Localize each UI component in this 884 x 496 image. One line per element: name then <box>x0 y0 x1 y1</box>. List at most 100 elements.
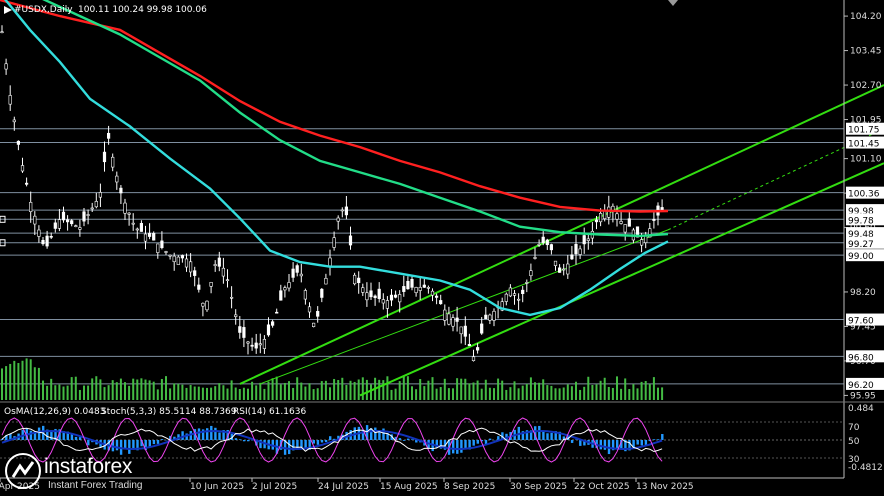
osma-bar <box>521 431 525 440</box>
volume-bar <box>341 377 344 400</box>
volume-bar <box>218 383 221 400</box>
volume-bar <box>50 378 53 400</box>
y-tick-label: 98.20 <box>850 288 876 298</box>
osma-bar <box>214 427 217 440</box>
volume-bar <box>550 385 553 400</box>
candle-body <box>139 223 144 232</box>
volume-bar <box>517 388 520 400</box>
candle-body <box>205 300 209 311</box>
candle-body <box>262 339 267 349</box>
candle-body <box>447 313 451 325</box>
volume-bar <box>234 387 237 400</box>
osma-bar <box>1 439 4 440</box>
volume-bar <box>640 381 643 400</box>
x-tick-label: 30 Sep 2025 <box>510 482 567 492</box>
indicator-scale-label: 50 <box>848 437 860 447</box>
osma-label: OsMA(12,26,9) 0.0483 <box>4 407 105 417</box>
candle-body <box>90 207 94 210</box>
volume-bar <box>87 385 90 400</box>
volume-bar <box>464 378 467 400</box>
indicator-scale-label: 70 <box>848 423 860 433</box>
osma-bar <box>566 435 570 440</box>
candle-body <box>299 273 303 277</box>
level-marker-icon <box>0 239 6 247</box>
osma-bar <box>333 438 336 440</box>
volume-bar <box>255 385 258 400</box>
volume-bar <box>521 385 524 400</box>
osma-bar <box>640 440 643 446</box>
candle-body <box>217 257 221 267</box>
osma-bar <box>550 432 553 440</box>
candle-body <box>562 268 566 271</box>
osma-bar <box>128 440 131 454</box>
volume-bar <box>365 379 368 400</box>
candle-body <box>230 296 234 299</box>
candle-body <box>168 254 172 257</box>
volume-bar <box>538 382 541 400</box>
candle-body <box>152 233 156 241</box>
osma-bar <box>87 440 90 446</box>
osma-bar <box>464 440 467 449</box>
volume-bar <box>370 384 372 400</box>
volume-bar <box>329 387 331 400</box>
volume-bar <box>226 388 229 400</box>
level-box-label: 101.45 <box>848 140 880 150</box>
osma-bar <box>288 440 291 455</box>
symbol-label: #USDX,Daily <box>14 5 73 15</box>
volume-bar <box>443 378 446 400</box>
osma-bar <box>378 432 381 440</box>
candle-body <box>430 290 435 296</box>
volume-bar <box>488 387 491 400</box>
candle-body <box>189 261 193 273</box>
moving-average-line <box>0 0 669 213</box>
level-box <box>846 204 884 217</box>
candle-body <box>254 342 258 349</box>
level-box <box>846 377 884 390</box>
candle-body <box>74 225 78 227</box>
candle-body <box>500 301 504 311</box>
level-box-label: 99.00 <box>848 252 874 262</box>
osma-bar <box>66 431 69 440</box>
volume-bar <box>661 387 664 400</box>
osma-bar <box>562 436 566 440</box>
candle-body <box>439 300 443 305</box>
candle-body <box>78 227 82 230</box>
candle-body <box>393 294 398 298</box>
candle-body <box>623 224 627 233</box>
volume-bar <box>419 378 422 400</box>
candle-body <box>619 221 623 224</box>
volume-bar <box>529 377 532 400</box>
osma-bar <box>599 440 602 450</box>
volume-bar <box>1 368 3 400</box>
volume-bar <box>534 382 536 400</box>
volume-bar <box>644 381 647 400</box>
osma-bar <box>480 440 484 442</box>
volume-bar <box>398 381 401 400</box>
candle-body <box>434 295 439 298</box>
volume-bar <box>542 379 545 400</box>
volume-bar <box>439 387 442 400</box>
candle-body <box>627 218 631 227</box>
osma-bar <box>70 433 74 440</box>
osma-bar <box>78 437 82 440</box>
osma-bar <box>554 431 557 440</box>
candle-body <box>193 270 197 276</box>
candle-body <box>102 151 107 163</box>
candle-body <box>45 235 49 247</box>
x-tick-label: 10 Jun 2025 <box>190 482 244 492</box>
volume-bar <box>579 389 582 400</box>
osma-bar <box>370 428 373 440</box>
volume-bar <box>156 389 159 400</box>
candle-body <box>164 251 168 253</box>
candle-body <box>443 309 447 321</box>
candle-body <box>221 267 226 277</box>
candle-body <box>320 288 324 298</box>
candle-body <box>201 302 205 307</box>
osma-bar <box>628 440 631 451</box>
osma-bar <box>300 440 303 448</box>
candle-body <box>238 326 242 333</box>
candle-body <box>652 218 656 221</box>
volume-bar <box>607 386 610 400</box>
chart-shift-marker-icon[interactable] <box>668 0 678 6</box>
